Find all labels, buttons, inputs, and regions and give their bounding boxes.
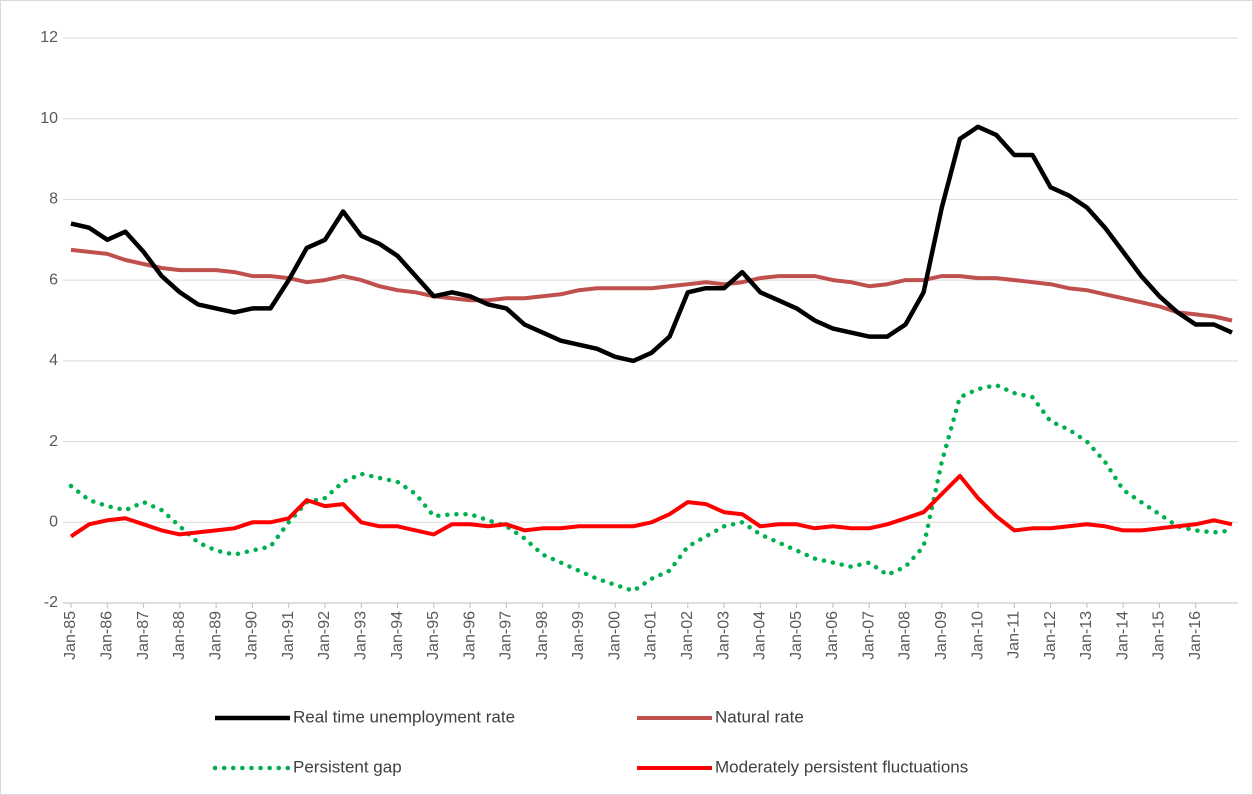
x-tick-label: Jan-97 xyxy=(498,611,515,660)
x-tick-label: Jan-86 xyxy=(99,611,116,660)
x-tick-label: Jan-89 xyxy=(207,611,224,660)
x-tick-label: Jan-12 xyxy=(1042,611,1059,660)
x-tick-label: Jan-02 xyxy=(679,611,696,660)
series-line xyxy=(68,382,1235,594)
series-line xyxy=(70,124,1233,364)
x-tick-label: Jan-14 xyxy=(1114,611,1131,660)
y-tick-label: 6 xyxy=(49,271,58,288)
x-tick-label: Jan-07 xyxy=(860,611,877,660)
x-tick-label: Jan-98 xyxy=(534,611,551,660)
x-tick-label: Jan-16 xyxy=(1187,611,1204,660)
x-tick-label: Jan-15 xyxy=(1151,611,1168,660)
x-tick-label: Jan-10 xyxy=(969,611,986,660)
x-tick-label: Jan-93 xyxy=(352,611,369,660)
y-tick-label: 10 xyxy=(40,110,58,127)
x-tick-label: Jan-04 xyxy=(752,611,769,660)
series-line xyxy=(69,473,1233,539)
x-tick-label: Jan-85 xyxy=(62,611,79,660)
x-tick-label: Jan-95 xyxy=(425,611,442,660)
legend-label: Real time unemployment rate xyxy=(293,707,515,726)
x-tick-label: Jan-88 xyxy=(171,611,188,660)
x-tick-label: Jan-11 xyxy=(1006,611,1023,659)
x-tick-label: Jan-03 xyxy=(715,611,732,660)
y-tick-label: 4 xyxy=(49,352,58,369)
x-tick-label: Jan-91 xyxy=(280,611,297,660)
y-tick-label: -2 xyxy=(44,594,58,611)
x-tick-label: Jan-13 xyxy=(1078,611,1095,660)
x-tick-label: Jan-05 xyxy=(788,611,805,660)
x-tick-label: Jan-09 xyxy=(933,611,950,660)
y-tick-label: 2 xyxy=(49,433,58,450)
y-tick-label: 0 xyxy=(49,514,58,531)
legend-label: Natural rate xyxy=(715,707,804,726)
y-tick-label: 8 xyxy=(49,191,58,208)
legend-label: Moderately persistent fluctuations xyxy=(715,757,968,776)
x-tick-label: Jan-08 xyxy=(897,611,914,660)
x-tick-label: Jan-99 xyxy=(570,611,587,660)
x-tick-label: Jan-01 xyxy=(643,611,660,660)
x-tick-label: Jan-90 xyxy=(244,611,261,660)
series-line xyxy=(70,247,1233,323)
x-tick-label: Jan-87 xyxy=(135,611,152,660)
x-tick-label: Jan-06 xyxy=(824,611,841,660)
x-tick-label: Jan-92 xyxy=(316,611,333,660)
legend-label: Persistent gap xyxy=(293,757,402,776)
y-tick-label: 12 xyxy=(40,29,58,46)
x-tick-label: Jan-00 xyxy=(606,611,623,660)
x-tick-label: Jan-96 xyxy=(461,611,478,660)
x-tick-label: Jan-94 xyxy=(389,611,406,660)
